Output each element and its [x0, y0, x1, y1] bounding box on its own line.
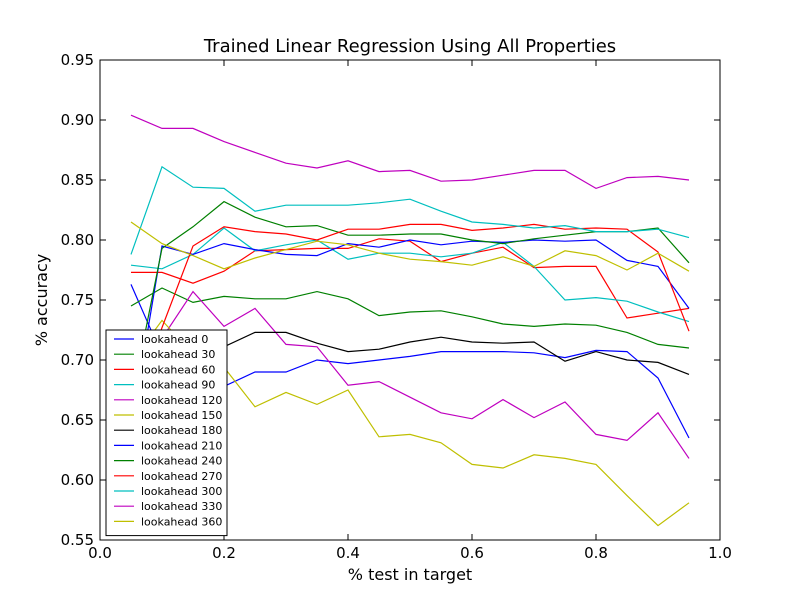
series-line-lookahead-60	[131, 238, 690, 319]
legend-label: lookahead 30	[141, 348, 215, 361]
legend: lookahead 0 lookahead 30 lookahead 60 looka…	[105, 329, 228, 537]
x-tick-label: 0.6	[460, 544, 484, 562]
series-line-lookahead-300	[130, 165, 690, 255]
y-tick-label: 0.55	[61, 531, 94, 549]
axis-ticks: 0.0 0.2 0.4 0.6 0.8 1.0 0.55 0.60 0.65 0.70 0.75 0.…	[61, 51, 732, 562]
legend-label: lookahead 360	[141, 515, 222, 528]
series-line-lookahead-270	[130, 223, 690, 421]
series-line-lookahead-120	[130, 290, 690, 459]
y-tick-label: 0.80	[61, 231, 94, 249]
legend-label: lookahead 270	[141, 470, 222, 483]
legend-label: lookahead 150	[141, 409, 222, 422]
legend-label: lookahead 330	[141, 500, 222, 513]
plot-frame	[99, 59, 721, 541]
y-tick-label: 0.60	[61, 471, 94, 489]
x-tick-label: 0.4	[336, 544, 360, 562]
y-tick-label: 0.70	[61, 351, 94, 369]
y-tick-label: 0.95	[61, 51, 94, 69]
y-axis-label: % accuracy	[32, 254, 51, 346]
legend-label: lookahead 0	[141, 333, 208, 346]
legend-label: lookahead 210	[141, 439, 222, 452]
chart-title: Trained Linear Regression Using All Prop…	[203, 36, 616, 57]
legend-label: lookahead 240	[141, 455, 222, 468]
series-line-lookahead-30	[130, 287, 690, 349]
series-line-lookahead-360	[130, 221, 690, 272]
y-tick-label: 0.90	[61, 111, 94, 129]
series-line-lookahead-90	[130, 227, 690, 323]
legend-label: lookahead 300	[141, 485, 222, 498]
series-line-lookahead-330	[130, 114, 690, 190]
legend-label: lookahead 60	[141, 363, 215, 376]
x-tick-label: 0.8	[584, 544, 608, 562]
legend-label: lookahead 120	[141, 394, 222, 407]
y-tick-label: 0.65	[61, 411, 94, 429]
legend-box	[105, 329, 228, 537]
x-axis-label: % test in target	[348, 565, 472, 584]
legend-label: lookahead 180	[141, 424, 222, 437]
y-tick-label: 0.75	[61, 291, 94, 309]
x-tick-label: 0.2	[212, 544, 236, 562]
x-tick-label: 1.0	[708, 544, 732, 562]
legend-label: lookahead 90	[141, 379, 215, 392]
x-tick-label: 0.0	[88, 544, 112, 562]
series-line-lookahead-210	[130, 239, 690, 430]
y-tick-label: 0.85	[61, 171, 94, 189]
